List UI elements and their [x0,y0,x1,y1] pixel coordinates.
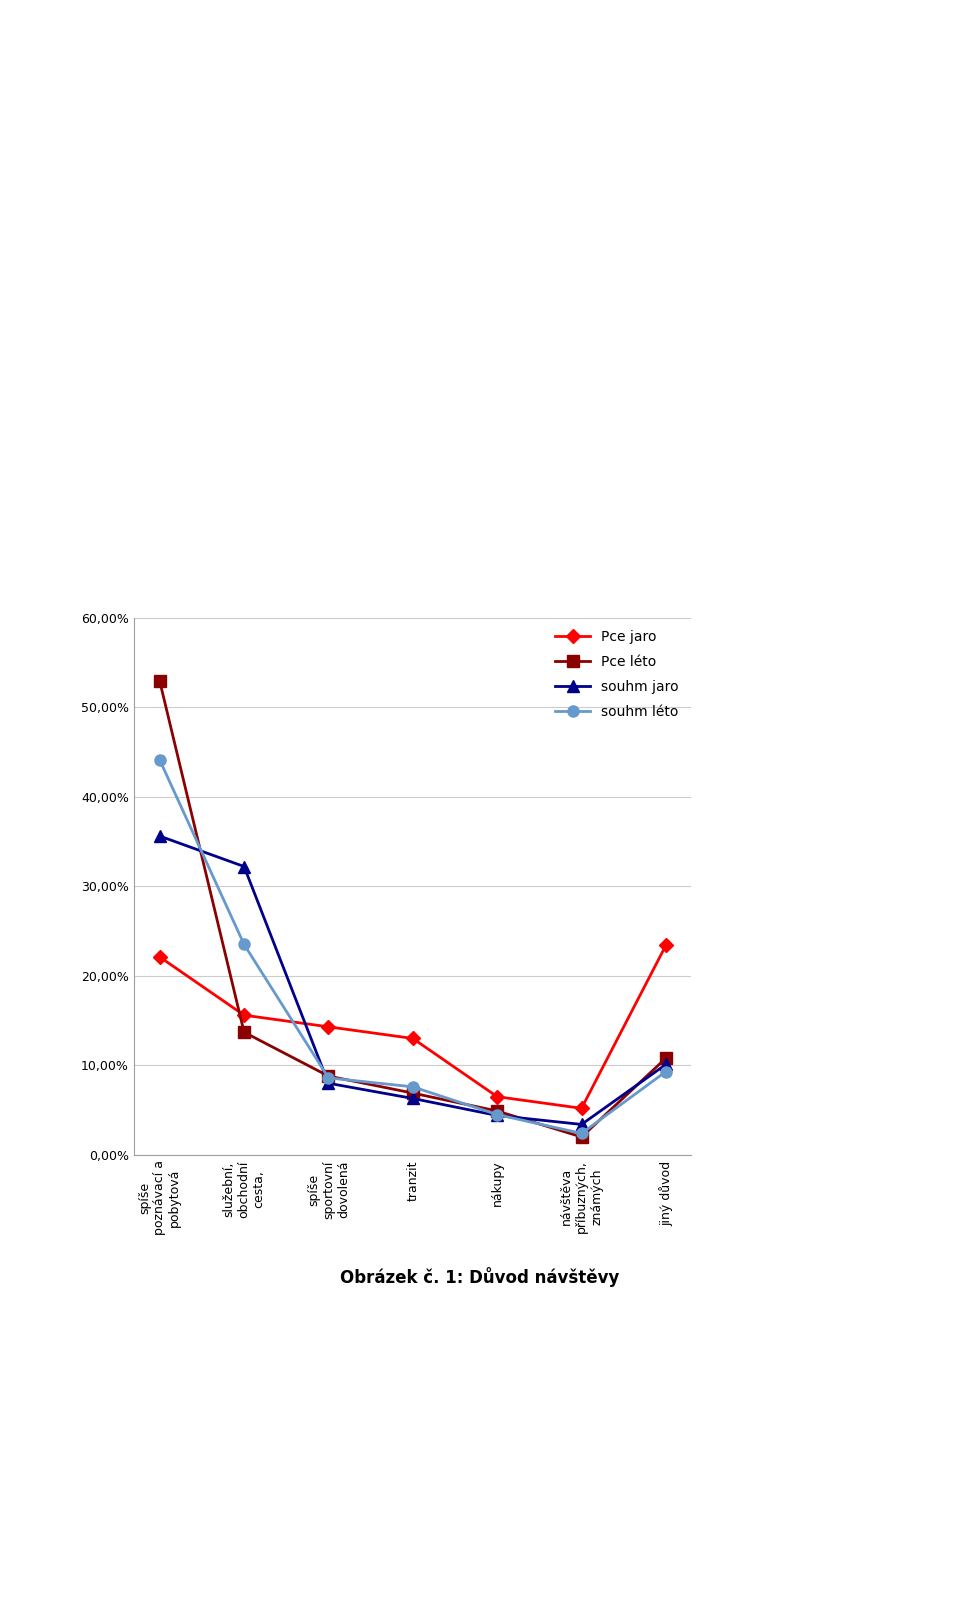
souhm léto [323,1068,334,1088]
Pce léto [154,672,165,691]
Pce jaro [323,1017,334,1036]
souhm jaro [407,1089,419,1108]
souhm jaro [492,1105,503,1124]
Pce léto [492,1102,503,1121]
souhm jaro [576,1115,588,1134]
Line: Pce jaro: Pce jaro [155,940,671,1113]
Pce jaro [576,1099,588,1118]
Pce jaro [154,948,165,967]
souhm léto [492,1105,503,1124]
Text: Obrázek č. 1: Důvod návštěvy: Obrázek č. 1: Důvod návštěvy [340,1267,620,1286]
Pce léto [660,1049,672,1068]
souhm léto [238,935,250,954]
Line: souhm jaro: souhm jaro [154,829,672,1131]
souhm léto [660,1062,672,1081]
souhm jaro [154,826,165,845]
Line: Pce léto: Pce léto [155,675,671,1142]
souhm léto [154,751,165,770]
Pce léto [323,1067,334,1086]
Pce léto [407,1083,419,1102]
Line: souhm léto: souhm léto [155,754,671,1139]
souhm léto [407,1078,419,1097]
souhm jaro [323,1073,334,1092]
Legend: Pce jaro, Pce léto, souhm jaro, souhm léto: Pce jaro, Pce léto, souhm jaro, souhm lé… [550,624,684,725]
souhm jaro [238,857,250,876]
Pce léto [576,1128,588,1147]
Pce jaro [407,1028,419,1047]
Pce jaro [660,935,672,954]
Pce léto [238,1023,250,1043]
Pce jaro [492,1088,503,1107]
souhm léto [576,1124,588,1144]
souhm jaro [660,1055,672,1075]
Pce jaro [238,1006,250,1025]
